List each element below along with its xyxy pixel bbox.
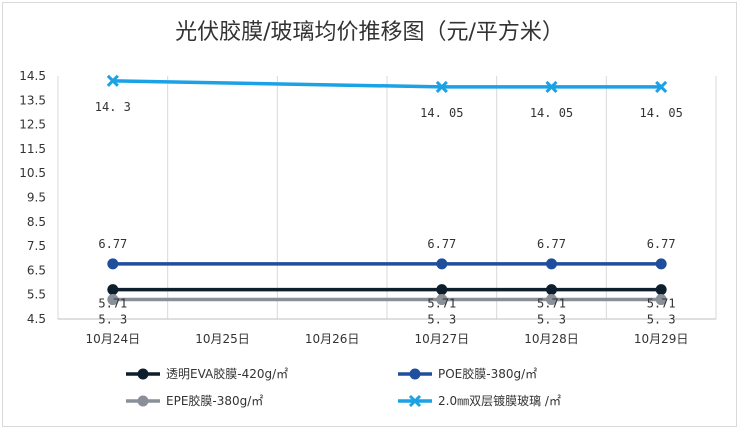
y-tick-label: 13.5	[19, 93, 46, 107]
y-tick-label: 5.5	[27, 288, 46, 302]
data-label: 6.77	[98, 237, 127, 251]
data-label: 6.77	[427, 237, 456, 251]
data-labels: 5.71 5.71 5.71 5.71 6.77 6.77 6.77 6.77 5. 3 5. 3…	[95, 100, 683, 327]
legend-item: EPE胶膜-380g/㎡	[126, 393, 263, 408]
data-label: 5.71	[427, 297, 456, 311]
data-label: 5. 3	[427, 313, 456, 327]
legend-label: 2.0㎜双层镀膜玻璃 /㎡	[438, 394, 561, 408]
y-tick-label: 11.5	[19, 142, 46, 156]
data-label: 5. 3	[537, 313, 566, 327]
y-tick-label: 14.5	[19, 69, 46, 83]
chart-title: 光伏胶膜/玻璃均价推移图（元/平方米）	[175, 20, 564, 45]
data-point-marker	[546, 258, 557, 270]
y-axis: 4.5 5.5 6.5 7.5 8.5 9.5 10.5 11.5 12.5 13.5 14.5	[19, 69, 46, 326]
legend-item: 2.0㎜双层镀膜玻璃 /㎡	[398, 394, 561, 408]
series-line	[112, 79, 662, 89]
x-tick-label: 10月26日	[305, 332, 360, 346]
legend-label: EPE胶膜-380g/㎡	[166, 393, 263, 408]
x-axis: 10月24日 10月25日 10月26日 10月27日 10月28日 10月29日	[58, 318, 716, 346]
x-tick-label: 10月27日	[415, 332, 470, 346]
data-point-marker	[545, 80, 558, 93]
x-tick-label: 10月24日	[86, 332, 141, 346]
legend-label: 透明EVA胶膜-420g/㎡	[166, 366, 288, 381]
data-label: 5. 3	[647, 313, 676, 327]
legend-marker	[408, 394, 422, 408]
data-label: 6.77	[647, 237, 676, 251]
legend: 透明EVA胶膜-420g/㎡ POE胶膜-380g/㎡ EPE胶膜-380g/㎡ 2.…	[126, 366, 561, 408]
x-tick-label: 10月25日	[195, 332, 250, 346]
y-tick-label: 9.5	[27, 191, 46, 205]
data-point-marker	[106, 74, 119, 87]
data-point-marker	[107, 284, 119, 296]
y-tick-label: 7.5	[27, 239, 46, 253]
legend-label: POE胶膜-380g/㎡	[438, 366, 537, 381]
data-label: 14. 05	[530, 106, 573, 120]
grid-lines	[57, 76, 717, 319]
data-label: 5.71	[98, 297, 127, 311]
x-tick-label: 10月29日	[634, 332, 689, 346]
data-point-marker	[107, 294, 119, 306]
y-tick-label: 8.5	[27, 215, 46, 229]
series-group	[106, 74, 668, 306]
data-point-marker	[436, 294, 448, 306]
y-tick-label: 4.5	[27, 312, 46, 326]
data-point-marker	[655, 294, 667, 306]
legend-marker	[137, 368, 149, 380]
data-label: 5. 3	[98, 313, 127, 327]
data-label: 5.71	[647, 297, 676, 311]
legend-marker	[409, 368, 421, 380]
data-point-marker	[546, 294, 557, 306]
data-label: 14. 3	[95, 100, 131, 114]
legend-item: 透明EVA胶膜-420g/㎡	[126, 366, 288, 381]
data-point-marker	[107, 258, 119, 270]
data-point-marker	[436, 284, 448, 296]
data-label: 6.77	[537, 237, 566, 251]
y-tick-label: 10.5	[19, 166, 46, 180]
data-point-marker	[435, 80, 448, 93]
data-point-marker	[655, 258, 667, 270]
legend-item: POE胶膜-380g/㎡	[398, 366, 537, 381]
data-point-marker	[436, 258, 448, 270]
legend-marker	[137, 395, 149, 407]
data-label: 14. 05	[639, 106, 682, 120]
data-point-marker	[655, 284, 667, 296]
data-point-marker	[546, 284, 557, 296]
data-label: 5.71	[537, 297, 566, 311]
data-point-marker	[655, 80, 668, 93]
y-tick-label: 6.5	[27, 263, 46, 277]
data-label: 14. 05	[420, 106, 463, 120]
y-tick-label: 12.5	[19, 118, 46, 132]
x-tick-label: 10月28日	[524, 332, 579, 346]
